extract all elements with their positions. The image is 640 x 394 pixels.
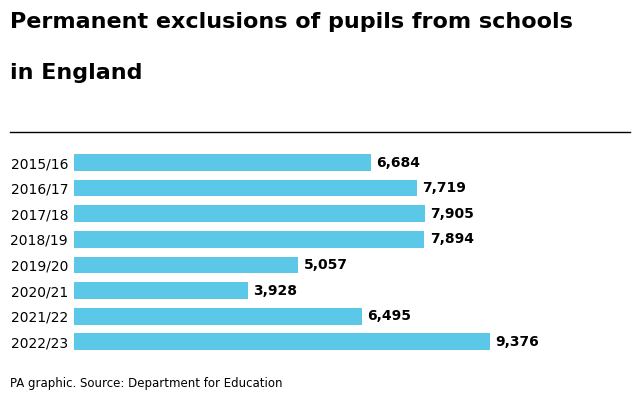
Bar xyxy=(74,308,362,325)
Text: 6,684: 6,684 xyxy=(376,156,420,169)
Bar xyxy=(74,333,490,350)
Bar xyxy=(74,154,371,171)
Bar xyxy=(74,256,298,273)
Text: 6,495: 6,495 xyxy=(367,309,412,323)
Bar xyxy=(74,180,417,197)
Text: 7,894: 7,894 xyxy=(430,232,474,246)
Text: PA graphic. Source: Department for Education: PA graphic. Source: Department for Educa… xyxy=(10,377,282,390)
Text: 5,057: 5,057 xyxy=(304,258,348,272)
Text: 7,905: 7,905 xyxy=(430,207,474,221)
Text: Permanent exclusions of pupils from schools: Permanent exclusions of pupils from scho… xyxy=(10,12,572,32)
Bar xyxy=(74,231,424,248)
Bar xyxy=(74,205,425,222)
Text: 9,376: 9,376 xyxy=(495,335,540,349)
Text: 3,928: 3,928 xyxy=(253,284,298,297)
Text: 7,719: 7,719 xyxy=(422,181,466,195)
Text: in England: in England xyxy=(10,63,142,83)
Bar xyxy=(74,282,248,299)
